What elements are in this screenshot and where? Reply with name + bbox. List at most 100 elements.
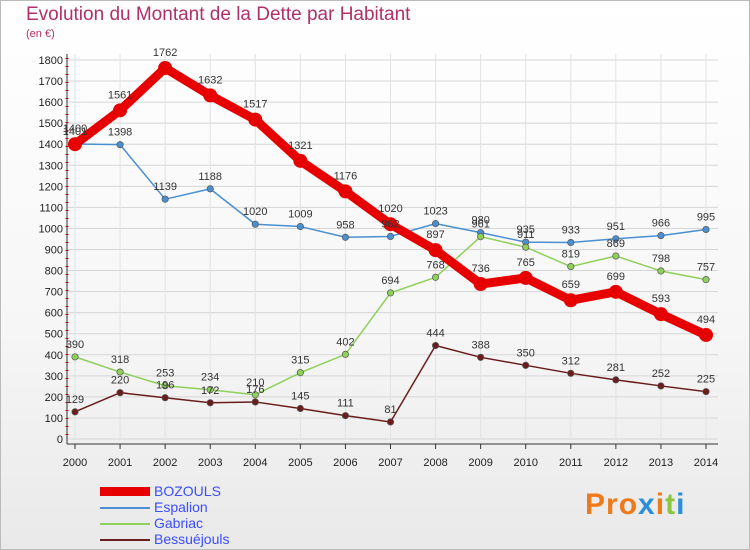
chart-title: Evolution du Montant de la Dette par Hab…	[26, 4, 411, 25]
data-label: 145	[291, 390, 309, 402]
data-point	[71, 353, 79, 361]
data-label: 819	[562, 249, 580, 261]
legend-swatch	[100, 507, 150, 509]
data-point	[161, 195, 169, 203]
logo-letter: i	[676, 488, 686, 521]
logo-letter: t	[665, 488, 677, 521]
data-point	[432, 220, 440, 228]
data-label: 1561	[108, 89, 132, 101]
y-tick-label: 300	[45, 371, 63, 383]
data-point	[113, 103, 128, 118]
data-label: 1400	[63, 123, 87, 135]
data-point	[428, 243, 443, 258]
y-tick-label: 0	[57, 434, 63, 446]
y-tick-label: 1800	[39, 55, 63, 67]
data-point	[158, 61, 173, 76]
data-point	[432, 273, 440, 281]
data-point	[116, 389, 124, 397]
data-point	[477, 353, 485, 361]
data-point	[203, 88, 218, 103]
data-label: 312	[562, 355, 580, 367]
data-point	[341, 233, 349, 241]
data-label: 350	[517, 347, 535, 359]
data-point	[206, 185, 214, 193]
data-label: 951	[607, 221, 625, 233]
y-tick-label: 1600	[39, 97, 63, 109]
data-label: 798	[652, 253, 670, 265]
x-tick-label: 2009	[468, 457, 492, 469]
data-label: 172	[201, 385, 219, 397]
data-point	[608, 284, 623, 299]
x-tick-label: 2004	[243, 457, 267, 469]
x-tick-label: 2013	[649, 457, 673, 469]
data-point	[473, 277, 488, 292]
y-tick-label: 200	[45, 392, 63, 404]
y-tick-label: 700	[45, 287, 63, 299]
y-tick-label: 1200	[39, 181, 63, 193]
data-point	[338, 184, 353, 199]
x-tick-label: 2014	[694, 457, 718, 469]
data-label: 765	[517, 257, 535, 269]
data-label: 1401	[63, 126, 87, 138]
data-point	[653, 307, 668, 322]
data-label: 234	[201, 372, 219, 384]
data-label: 1009	[288, 209, 312, 221]
data-label: 111	[337, 398, 354, 410]
logo-letter: P	[585, 488, 607, 521]
data-point	[522, 243, 530, 251]
data-label: 958	[336, 219, 354, 231]
legend-swatch	[100, 539, 150, 541]
data-point	[251, 391, 259, 399]
data-point	[386, 418, 395, 426]
data-point	[248, 112, 263, 127]
data-point	[68, 137, 82, 152]
y-tick-label: 500	[45, 329, 63, 341]
data-point	[567, 239, 575, 247]
data-label: 980	[471, 215, 489, 227]
logo-letter: o	[618, 488, 639, 521]
data-point	[116, 368, 124, 376]
data-point	[522, 361, 530, 369]
legend-label: Bessuéjouls	[154, 531, 230, 547]
data-point	[702, 276, 710, 284]
data-label: 1020	[378, 203, 402, 215]
data-point	[657, 232, 665, 240]
y-tick-label: 600	[45, 308, 63, 320]
data-label: 1188	[198, 171, 222, 183]
data-label: 225	[697, 374, 715, 386]
data-label: 897	[426, 229, 444, 241]
data-label: 129	[66, 394, 84, 406]
logo-letter: r	[606, 488, 619, 521]
data-label: 869	[607, 238, 625, 250]
data-point	[296, 369, 304, 377]
data-point	[161, 394, 169, 402]
data-label: 694	[381, 275, 399, 287]
y-tick-label: 1700	[39, 76, 63, 88]
y-tick-label: 800	[45, 266, 63, 278]
x-tick-label: 2011	[559, 457, 583, 469]
data-point	[657, 382, 665, 390]
data-point	[567, 263, 575, 271]
data-point	[341, 350, 349, 358]
data-label: 388	[471, 339, 489, 351]
data-point	[206, 386, 214, 394]
y-tick-label: 1300	[39, 160, 63, 172]
x-tick-label: 2006	[333, 457, 357, 469]
legend-swatch	[100, 487, 150, 496]
data-point	[699, 327, 713, 342]
legend-swatch	[100, 523, 150, 525]
x-tick-label: 2003	[198, 457, 222, 469]
data-point	[206, 399, 214, 407]
data-point	[161, 382, 169, 390]
legend-label: BOZOULS	[154, 483, 221, 499]
data-point	[296, 404, 304, 413]
unit-label: (en €)	[26, 28, 55, 40]
data-label: 318	[111, 354, 129, 366]
data-point	[386, 232, 395, 240]
y-tick-label: 1100	[39, 202, 63, 214]
data-label: 281	[607, 362, 625, 374]
y-tick-label: 1500	[39, 118, 63, 130]
y-tick-label: 1400	[39, 139, 63, 151]
data-point	[296, 222, 304, 231]
